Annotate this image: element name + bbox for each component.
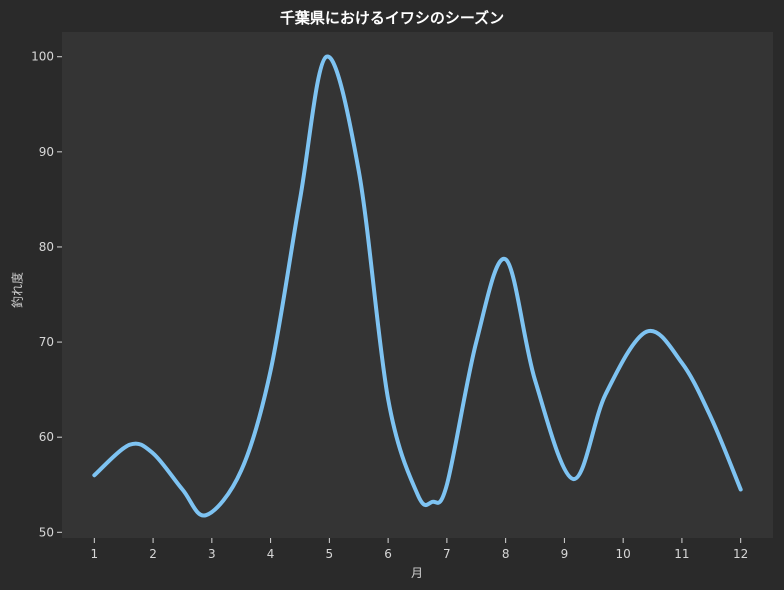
series-line — [92, 54, 743, 518]
x-tick-label: 1 — [90, 547, 98, 561]
x-tick-label: 4 — [267, 547, 275, 561]
y-tick-label: 90 — [39, 145, 54, 159]
y-tick-label: 70 — [39, 335, 54, 349]
plot-area — [62, 32, 773, 538]
y-tick-label: 60 — [39, 430, 54, 444]
x-tick-label: 3 — [208, 547, 216, 561]
chart-title: 千葉県におけるイワシのシーズン — [279, 9, 505, 27]
x-tick-label: 9 — [561, 547, 569, 561]
x-tick-label: 7 — [443, 547, 451, 561]
y-tick-label: 80 — [39, 240, 54, 254]
y-tick-label: 100 — [31, 50, 54, 64]
x-tick-label: 8 — [502, 547, 510, 561]
x-tick-label: 10 — [616, 547, 631, 561]
x-tick-label: 6 — [384, 547, 392, 561]
x-tick-label: 5 — [326, 547, 334, 561]
x-tick-label: 2 — [149, 547, 157, 561]
series-layer — [92, 54, 743, 518]
x-axis-label: 月 — [410, 566, 424, 580]
x-tick-label: 11 — [674, 547, 689, 561]
x-tick-label: 12 — [733, 547, 748, 561]
y-tick-label: 50 — [39, 525, 54, 539]
